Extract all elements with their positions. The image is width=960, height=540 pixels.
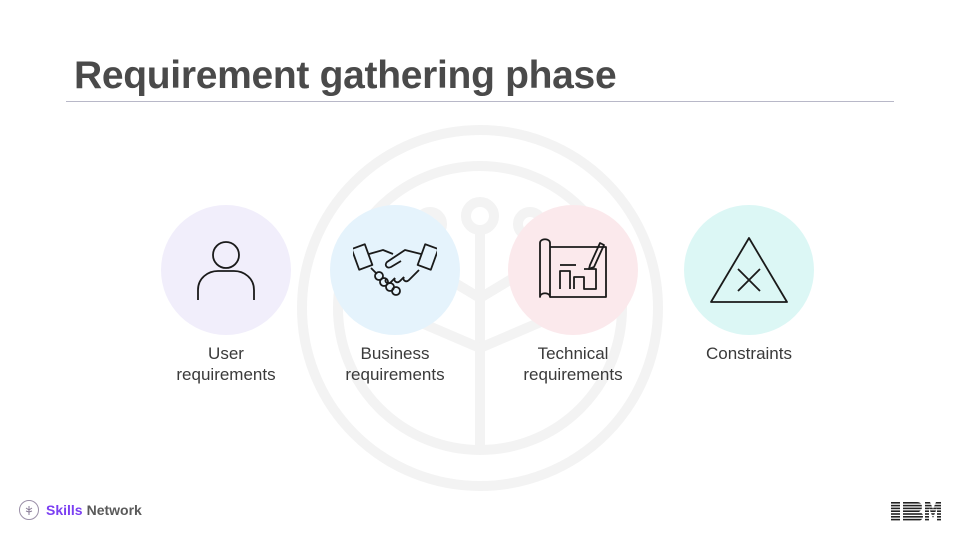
item-label-line2: requirements: [345, 365, 445, 384]
item-label: Technical requirements: [498, 343, 648, 385]
skills-network-badge-icon: [19, 500, 39, 520]
brand-network-text: Network: [86, 502, 142, 518]
item-label-line2: requirements: [176, 365, 276, 384]
warning-triangle-icon: [710, 237, 788, 303]
icon-circle: [330, 205, 460, 335]
icon-circle: [161, 205, 291, 335]
brand-skills-text: Skills: [46, 502, 83, 518]
item-label-line1: User: [208, 344, 244, 363]
skills-network-logo: Skills Network: [19, 500, 142, 520]
handshake-icon: [353, 243, 437, 296]
blueprint-icon: [539, 238, 607, 298]
item-label-line2: requirements: [523, 365, 623, 384]
title-divider: [66, 101, 894, 102]
item-technical-requirements: Technical requirements: [498, 205, 648, 385]
item-label: User requirements: [151, 343, 301, 385]
item-label-line1: Business: [360, 344, 430, 363]
item-label: Constraints: [674, 343, 824, 364]
page-title: Requirement gathering phase: [74, 54, 617, 97]
item-label-line1: Technical: [537, 344, 609, 363]
icon-circle: [684, 205, 814, 335]
item-user-requirements: User requirements: [151, 205, 301, 385]
item-business-requirements: Business requirements: [320, 205, 470, 385]
item-label-line1: Constraints: [706, 344, 792, 363]
icon-circle: [508, 205, 638, 335]
ibm-logo: [891, 502, 941, 521]
user-icon: [197, 241, 255, 300]
item-label: Business requirements: [320, 343, 470, 385]
item-constraints: Constraints: [674, 205, 824, 364]
